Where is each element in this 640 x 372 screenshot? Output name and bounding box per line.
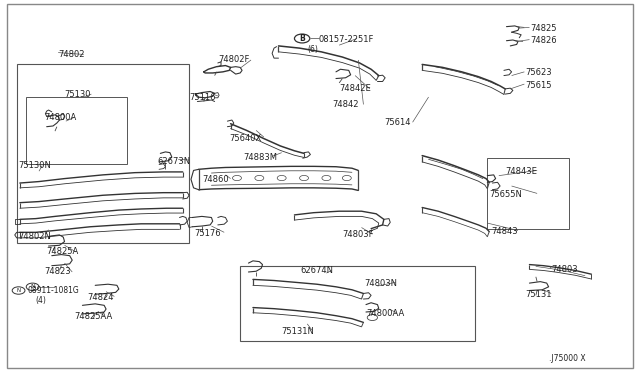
Text: 75655N: 75655N (489, 190, 522, 199)
Text: 62673N: 62673N (157, 157, 190, 166)
Text: B: B (300, 34, 305, 43)
Text: 74802F: 74802F (218, 55, 249, 64)
Text: (6): (6) (307, 45, 318, 54)
Text: 74883M: 74883M (243, 153, 277, 161)
Text: 08911-1081G: 08911-1081G (28, 286, 79, 295)
Text: 75176: 75176 (194, 229, 221, 238)
Text: 74825AA: 74825AA (74, 312, 113, 321)
Bar (26, 97, 127, 164)
Text: 74803N: 74803N (365, 279, 397, 288)
Bar (240, 266, 475, 341)
Text: 75623: 75623 (525, 68, 552, 77)
Text: 75614: 75614 (384, 118, 410, 127)
Text: 75640X: 75640X (229, 134, 262, 143)
Text: 08157-2251F: 08157-2251F (319, 35, 374, 44)
Text: N: N (17, 288, 20, 293)
Text: 74803F: 74803F (342, 230, 374, 240)
Text: 74800AA: 74800AA (366, 310, 404, 318)
Text: 74802: 74802 (58, 50, 84, 59)
Bar (17, 64, 189, 243)
Text: (4): (4) (36, 296, 47, 305)
Text: 74842E: 74842E (339, 84, 371, 93)
Text: 74803: 74803 (551, 265, 578, 274)
Text: 74825A: 74825A (47, 247, 79, 256)
Text: 62674N: 62674N (301, 266, 334, 275)
Text: 74860: 74860 (202, 175, 228, 184)
Bar (487, 158, 569, 229)
Text: 75615: 75615 (525, 81, 552, 90)
Text: 74842: 74842 (333, 100, 359, 109)
Text: 74826: 74826 (531, 36, 557, 45)
Text: 75130: 75130 (65, 90, 91, 99)
Text: 74802N: 74802N (19, 231, 51, 241)
Text: 74825: 74825 (531, 24, 557, 33)
Text: 75116: 75116 (189, 93, 216, 102)
Text: N: N (30, 284, 35, 289)
Text: 74823: 74823 (44, 267, 71, 276)
Text: 74800A: 74800A (44, 113, 76, 122)
Text: 74843: 74843 (491, 227, 518, 236)
Text: 75131N: 75131N (282, 327, 314, 336)
Text: 74824: 74824 (87, 293, 113, 302)
Text: 75130N: 75130N (19, 161, 51, 170)
Text: 74843E: 74843E (505, 167, 537, 176)
Text: 75131: 75131 (525, 290, 552, 299)
Text: .J75000 X: .J75000 X (548, 354, 585, 363)
